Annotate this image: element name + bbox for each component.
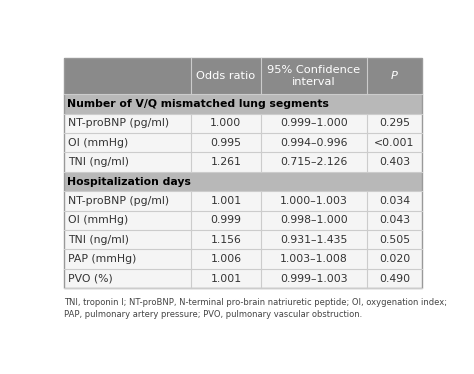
Text: 0.020: 0.020 <box>379 254 410 264</box>
Text: 1.261: 1.261 <box>210 157 241 167</box>
Text: TNI, troponin I; NT-proBNP, N-terminal pro-brain natriuretic peptide; OI, oxygen: TNI, troponin I; NT-proBNP, N-terminal p… <box>64 298 447 319</box>
Bar <box>64 152 422 172</box>
Bar <box>64 269 422 288</box>
Text: 0.994–0.996: 0.994–0.996 <box>280 138 347 148</box>
Text: TNI (ng/ml): TNI (ng/ml) <box>68 157 129 167</box>
Bar <box>64 133 422 152</box>
Text: 0.505: 0.505 <box>379 235 410 245</box>
Bar <box>64 94 422 114</box>
Text: Odds ratio: Odds ratio <box>196 71 255 81</box>
Text: Number of V/Q mismatched lung segments: Number of V/Q mismatched lung segments <box>67 99 329 109</box>
Text: 0.490: 0.490 <box>379 273 410 283</box>
Text: PVO (%): PVO (%) <box>68 273 113 283</box>
Bar <box>64 230 422 249</box>
Bar <box>64 172 422 191</box>
Text: 1.003–1.008: 1.003–1.008 <box>280 254 347 264</box>
Bar <box>64 114 422 133</box>
Text: NT-proBNP (pg/ml): NT-proBNP (pg/ml) <box>68 118 169 128</box>
Bar <box>64 249 422 269</box>
Text: 1.006: 1.006 <box>210 254 241 264</box>
Bar <box>64 58 422 94</box>
Text: 1.156: 1.156 <box>210 235 241 245</box>
Text: 0.715–2.126: 0.715–2.126 <box>280 157 347 167</box>
Text: Hospitalization days: Hospitalization days <box>67 177 191 187</box>
Text: 1.001: 1.001 <box>210 273 241 283</box>
Text: OI (mmHg): OI (mmHg) <box>68 138 128 148</box>
Text: 0.295: 0.295 <box>379 118 410 128</box>
Bar <box>64 58 422 288</box>
Text: 0.999–1.000: 0.999–1.000 <box>280 118 347 128</box>
Text: 1.000: 1.000 <box>210 118 242 128</box>
Text: 0.403: 0.403 <box>379 157 410 167</box>
Text: 0.043: 0.043 <box>379 215 410 225</box>
Text: 0.999: 0.999 <box>210 215 241 225</box>
Text: NT-proBNP (pg/ml): NT-proBNP (pg/ml) <box>68 196 169 206</box>
Bar <box>64 211 422 230</box>
Text: 95% Confidence
interval: 95% Confidence interval <box>267 65 360 87</box>
Text: 1.001: 1.001 <box>210 196 241 206</box>
Text: OI (mmHg): OI (mmHg) <box>68 215 128 225</box>
Text: 0.931–1.435: 0.931–1.435 <box>280 235 347 245</box>
Text: 0.999–1.003: 0.999–1.003 <box>280 273 347 283</box>
Text: <0.001: <0.001 <box>374 138 415 148</box>
Bar <box>64 191 422 211</box>
Text: PAP (mmHg): PAP (mmHg) <box>68 254 137 264</box>
Text: 0.998–1.000: 0.998–1.000 <box>280 215 347 225</box>
Text: TNI (ng/ml): TNI (ng/ml) <box>68 235 129 245</box>
Text: 1.000–1.003: 1.000–1.003 <box>280 196 347 206</box>
Text: P: P <box>391 71 398 81</box>
Text: 0.995: 0.995 <box>210 138 241 148</box>
Text: 0.034: 0.034 <box>379 196 410 206</box>
